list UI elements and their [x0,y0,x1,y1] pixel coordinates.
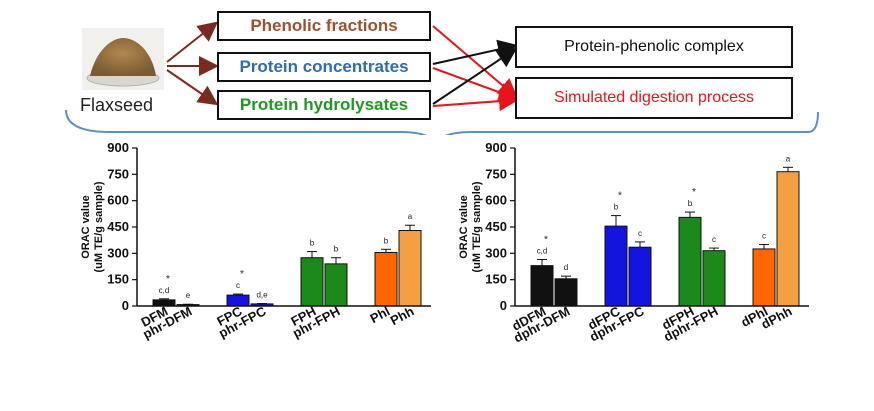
significance-label: b [688,199,693,208]
significance-label: a [786,154,791,163]
bar [226,294,250,307]
flaxseed-powder-image [82,28,164,90]
y-axis-label: (uM TE/g sample) [471,181,483,272]
significance-label: b [614,203,619,212]
significance-label: b [310,239,315,248]
y-tick-label: 150 [107,272,129,287]
protein-phenolic-complex-box: Protein-phenolic complex [515,26,793,68]
significance-label: c [712,235,716,244]
arrow-hydrolysates-to-digestion [432,91,519,112]
bar [398,230,422,307]
grouping-brace [65,109,819,135]
y-tick-label: 600 [107,193,129,208]
significance-star: * [618,191,622,202]
y-tick-label: 0 [500,298,507,313]
significance-star: * [544,234,548,245]
significance-label: b [334,245,339,254]
significance-label: c [638,229,642,238]
orac-chart-digested: 0 150 300 450 600 750 900 ORAC value (uM TE/g sa… [458,140,809,345]
bar [752,248,776,307]
arrow-concentrates-to-digestion [432,67,519,102]
bar [300,257,324,307]
bar [628,246,652,307]
protein-phenolic-complex-label: Protein-phenolic complex [564,38,744,55]
y-tick-label: 600 [485,193,507,208]
bar [702,250,726,307]
y-tick-label: 300 [485,245,507,260]
y-axis-label: ORAC value [458,195,470,259]
y-tick-label: 450 [107,219,129,234]
significance-label: c,d [537,246,548,255]
phenolic-fractions-label: Phenolic fractions [250,16,398,35]
y-tick-label: 450 [485,219,507,234]
significance-label: b [384,236,389,245]
arrow-hydrolysates-to-complex [432,47,518,105]
arrow-to-phenolic [166,21,219,63]
phenolic-fractions-box: Phenolic fractions [217,11,431,41]
significance-label: d,e [256,291,268,300]
significance-label: c [236,281,240,290]
y-axis-label: (uM TE/g sample) [93,181,105,272]
y-axis-label: ORAC value [80,195,92,259]
protein-concentrates-label: Protein concentrates [239,57,409,76]
protein-concentrates-box: Protein concentrates [217,52,431,82]
x-tick-label: Phh [388,303,417,328]
flaxseed-label: Flaxseed [80,95,154,115]
y-tick-label: 150 [485,272,507,287]
bar [776,171,800,307]
y-tick-label: 900 [107,140,129,155]
simulated-digestion-label: Simulated digestion process [553,89,755,106]
y-tick-label: 750 [485,166,507,181]
significance-star: * [692,187,696,198]
significance-label: a [408,212,413,221]
protein-hydrolysates-label: Protein hydrolysates [239,95,409,114]
bar [324,263,348,307]
y-tick-label: 0 [122,298,129,313]
significance-star: * [166,274,170,285]
significance-label: e [186,291,191,300]
significance-label: d [564,263,568,272]
simulated-digestion-box: Simulated digestion process [515,77,793,119]
arrow-to-hydrolysates [166,69,219,106]
significance-label: c [762,232,766,241]
significance-star: * [240,269,244,280]
significance-label: c,d [159,286,170,295]
orac-chart-undigested: 0 150 300 450 600 750 900 ORAC value (uM TE/g sa… [80,140,431,342]
bar [554,278,578,307]
y-tick-label: 900 [485,140,507,155]
y-tick-label: 750 [107,166,129,181]
bar [374,251,398,307]
flow-arrows [65,21,819,135]
bar [604,225,628,307]
y-tick-label: 300 [107,245,129,260]
bar [678,216,702,307]
bar [530,265,554,307]
protein-hydrolysates-box: Protein hydrolysates [217,90,431,120]
